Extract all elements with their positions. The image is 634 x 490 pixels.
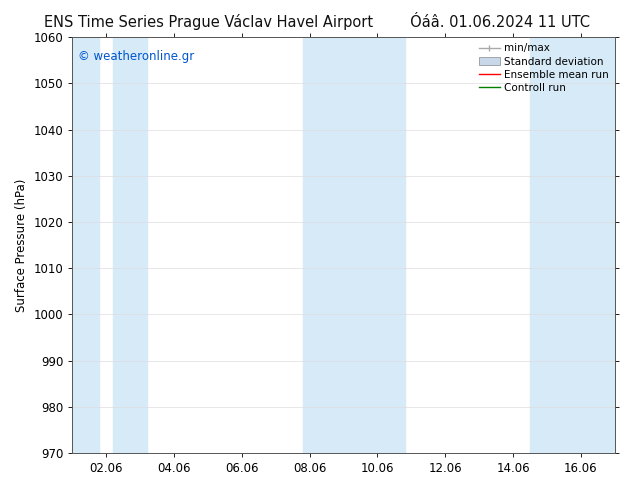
Bar: [72, 37, 100, 453]
Bar: [581, 37, 615, 453]
Bar: [344, 37, 404, 453]
Text: ENS Time Series Prague Václav Havel Airport        Óáâ. 01.06.2024 11 UTC: ENS Time Series Prague Václav Havel Airp…: [44, 12, 590, 30]
Text: © weatheronline.gr: © weatheronline.gr: [78, 49, 194, 63]
Bar: [303, 37, 344, 453]
Bar: [113, 37, 147, 453]
Legend: min/max, Standard deviation, Ensemble mean run, Controll run: min/max, Standard deviation, Ensemble me…: [475, 39, 612, 97]
Bar: [530, 37, 581, 453]
Y-axis label: Surface Pressure (hPa): Surface Pressure (hPa): [15, 178, 28, 312]
